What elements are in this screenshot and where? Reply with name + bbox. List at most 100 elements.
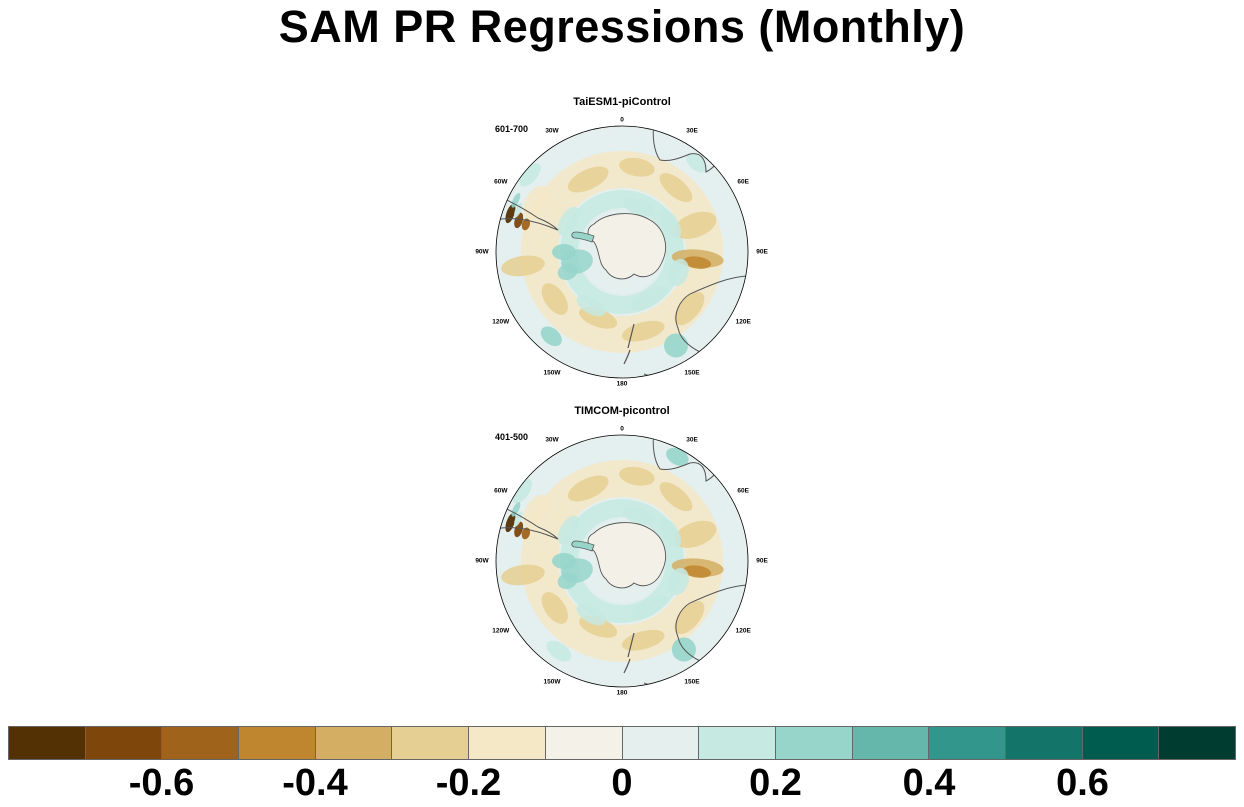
colorbar-tick-label: 0.4 [902, 762, 956, 804]
regression-anomaly [683, 256, 712, 269]
longitude-label: 60W [494, 178, 508, 186]
longitude-label: 150E [684, 369, 700, 377]
regression-anomaly [666, 447, 689, 466]
regression-anomaly [512, 478, 532, 504]
longitude-label: 90W [475, 557, 489, 565]
colorbar-cell [315, 727, 393, 759]
colorbar-cell [239, 727, 316, 759]
longitude-label: 150E [684, 678, 700, 686]
regression-anomaly [514, 511, 523, 527]
regression-anomaly [521, 218, 531, 231]
regression-anomaly [519, 163, 541, 187]
colorbar-cell [9, 727, 86, 759]
regression-anomaly [631, 286, 667, 311]
regression-anomaly [619, 157, 655, 177]
longitude-label: 60E [737, 178, 749, 186]
panel-2-title: TIMCOM-picontrol [574, 405, 670, 417]
colorbar-tick-label: 0.6 [1056, 762, 1109, 804]
colorbar-cell [1159, 727, 1235, 759]
regression-anomaly [659, 518, 682, 548]
longitude-label: 30W [545, 127, 559, 135]
longitude-label: 120E [735, 627, 751, 635]
regression-anomaly [674, 520, 717, 548]
regression-anomaly [686, 153, 707, 173]
regression-anomaly [522, 494, 548, 528]
africa-outline [652, 126, 727, 173]
antarctic-peninsula-outline [571, 540, 595, 552]
regression-anomaly [576, 604, 606, 626]
longitude-label: 120W [492, 318, 510, 326]
south-america-outline [496, 193, 559, 231]
regression-anomaly [557, 572, 578, 590]
colorbar-cell [622, 727, 700, 759]
panel-1-title: TaiESM1-piControl [573, 96, 671, 108]
longitude-label: 30E [686, 436, 698, 444]
colorbar-cell [1005, 727, 1083, 759]
colorbar-cell [852, 727, 930, 759]
colorbar-cell [929, 727, 1006, 759]
regression-anomaly [683, 565, 712, 578]
regression-anomaly [557, 515, 579, 545]
regression-anomaly [623, 506, 654, 526]
regression-anomaly [619, 466, 655, 486]
antarctica-outline [587, 522, 666, 589]
panel-1-polar-map [495, 125, 749, 379]
regression-anomaly [546, 640, 572, 662]
longitude-label: 180 [616, 380, 628, 388]
regression-anomaly [521, 527, 531, 540]
longitude-label: 90E [756, 248, 768, 256]
colorbar-tick-label: -0.2 [435, 762, 502, 804]
regression-anomaly [667, 258, 689, 287]
regression-anomaly [552, 553, 576, 569]
colorbar-tick-label: -0.4 [282, 762, 348, 804]
regression-anomaly [621, 320, 665, 342]
regression-anomaly [664, 333, 688, 358]
longitude-label: 60W [494, 487, 508, 495]
regression-anomaly [557, 263, 578, 281]
longitude-label: 0 [620, 425, 624, 433]
colorbar-cell [392, 727, 470, 759]
map-boundary [495, 125, 749, 379]
colorbar [8, 726, 1236, 760]
panel-1-period: 601-700 [495, 124, 529, 134]
regression-anomaly [674, 291, 705, 326]
colorbar-tick-label: -0.6 [128, 762, 195, 804]
longitude-label: 120E [735, 318, 751, 326]
longitude-label: 120W [492, 627, 510, 635]
antarctic-peninsula-outline [571, 231, 595, 243]
panel-2-period: 401-500 [495, 432, 529, 442]
regression-anomaly [631, 595, 667, 620]
longitude-label: 0 [620, 116, 624, 124]
regression-anomaly [567, 166, 609, 193]
antarctica-outline [587, 213, 666, 280]
regression-anomaly [567, 475, 609, 502]
colorbar-cell [469, 727, 546, 759]
regression-anomaly [501, 564, 545, 586]
colorbar-cell [85, 727, 163, 759]
regression-anomaly [659, 173, 693, 203]
regression-anomaly [557, 206, 579, 236]
regression-anomaly [501, 255, 545, 277]
colorbar-cell [775, 727, 853, 759]
longitude-label: 150W [543, 369, 561, 377]
regression-anomaly [540, 326, 562, 347]
new-zealand-outline [623, 632, 635, 674]
longitude-label: 30E [686, 127, 698, 135]
longitude-label: 30W [545, 436, 559, 444]
regression-anomaly [576, 295, 606, 317]
regression-anomaly [522, 185, 548, 219]
regression-anomaly [541, 283, 568, 315]
colorbar-tick-label: 0.2 [749, 762, 802, 804]
south-america-outline [496, 502, 559, 540]
africa-outline [652, 435, 727, 482]
regression-anomaly [674, 600, 705, 635]
regression-anomaly [514, 202, 523, 218]
regression-anomaly [659, 209, 682, 239]
regression-anomaly [621, 629, 665, 651]
panel-2-polar-map [495, 434, 749, 688]
regression-anomaly [659, 482, 693, 512]
map-boundary [495, 434, 749, 688]
longitude-label: 60E [737, 487, 749, 495]
colorbar-cell [699, 727, 776, 759]
regression-anomaly [674, 211, 717, 239]
